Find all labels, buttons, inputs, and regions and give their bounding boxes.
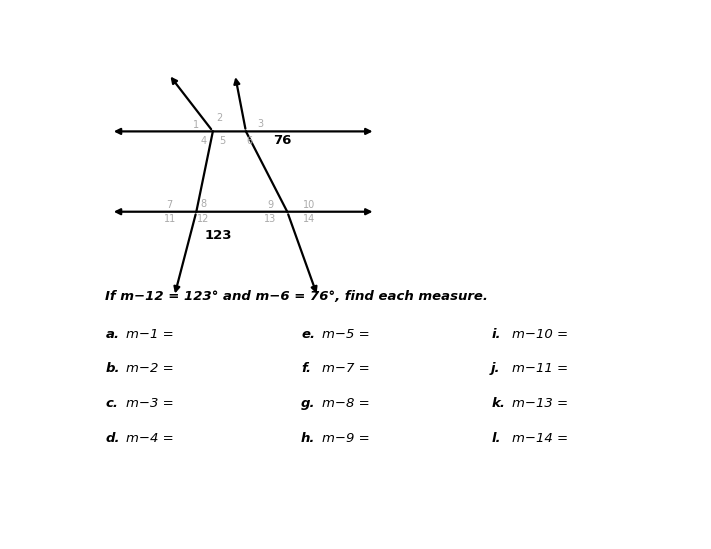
Text: 7: 7: [166, 200, 173, 210]
Text: 8: 8: [201, 199, 207, 209]
Text: a.: a.: [105, 328, 119, 341]
Text: 10: 10: [303, 200, 315, 210]
Text: l.: l.: [491, 432, 501, 445]
Text: 13: 13: [264, 214, 277, 224]
Text: m−2 =: m−2 =: [127, 362, 174, 376]
Text: h.: h.: [301, 432, 316, 445]
Text: If m−12 = 123° and m−6 = 76°, find each measure.: If m−12 = 123° and m−6 = 76°, find each …: [105, 290, 488, 302]
Text: m−4 =: m−4 =: [127, 432, 174, 445]
Text: b.: b.: [105, 362, 120, 376]
Text: e.: e.: [301, 328, 315, 341]
Text: 11: 11: [164, 214, 176, 224]
Text: m−1 =: m−1 =: [127, 328, 174, 341]
Text: 14: 14: [303, 214, 315, 224]
Text: f.: f.: [301, 362, 311, 376]
Text: 5: 5: [220, 136, 225, 145]
Text: 2: 2: [216, 114, 222, 124]
Text: d.: d.: [105, 432, 120, 445]
Text: m−8 =: m−8 =: [322, 397, 370, 410]
Text: 123: 123: [204, 229, 232, 243]
Text: m−13 =: m−13 =: [512, 397, 568, 410]
Text: 6: 6: [247, 136, 252, 145]
Text: 76: 76: [273, 134, 292, 147]
Text: m−9 =: m−9 =: [322, 432, 370, 445]
Text: 1: 1: [193, 120, 199, 130]
Text: m−7 =: m−7 =: [322, 362, 370, 376]
Text: k.: k.: [491, 397, 505, 410]
Text: c.: c.: [105, 397, 118, 410]
Text: i.: i.: [491, 328, 501, 341]
Text: m−11 =: m−11 =: [512, 362, 568, 376]
Text: g.: g.: [301, 397, 316, 410]
Text: m−10 =: m−10 =: [512, 328, 568, 341]
Text: j.: j.: [491, 362, 501, 376]
Text: 12: 12: [198, 214, 210, 224]
Text: 3: 3: [257, 119, 264, 129]
Text: m−3 =: m−3 =: [127, 397, 174, 410]
Text: 9: 9: [267, 200, 273, 210]
Text: m−14 =: m−14 =: [512, 432, 568, 445]
Text: 4: 4: [200, 136, 206, 145]
Text: m−5 =: m−5 =: [322, 328, 370, 341]
